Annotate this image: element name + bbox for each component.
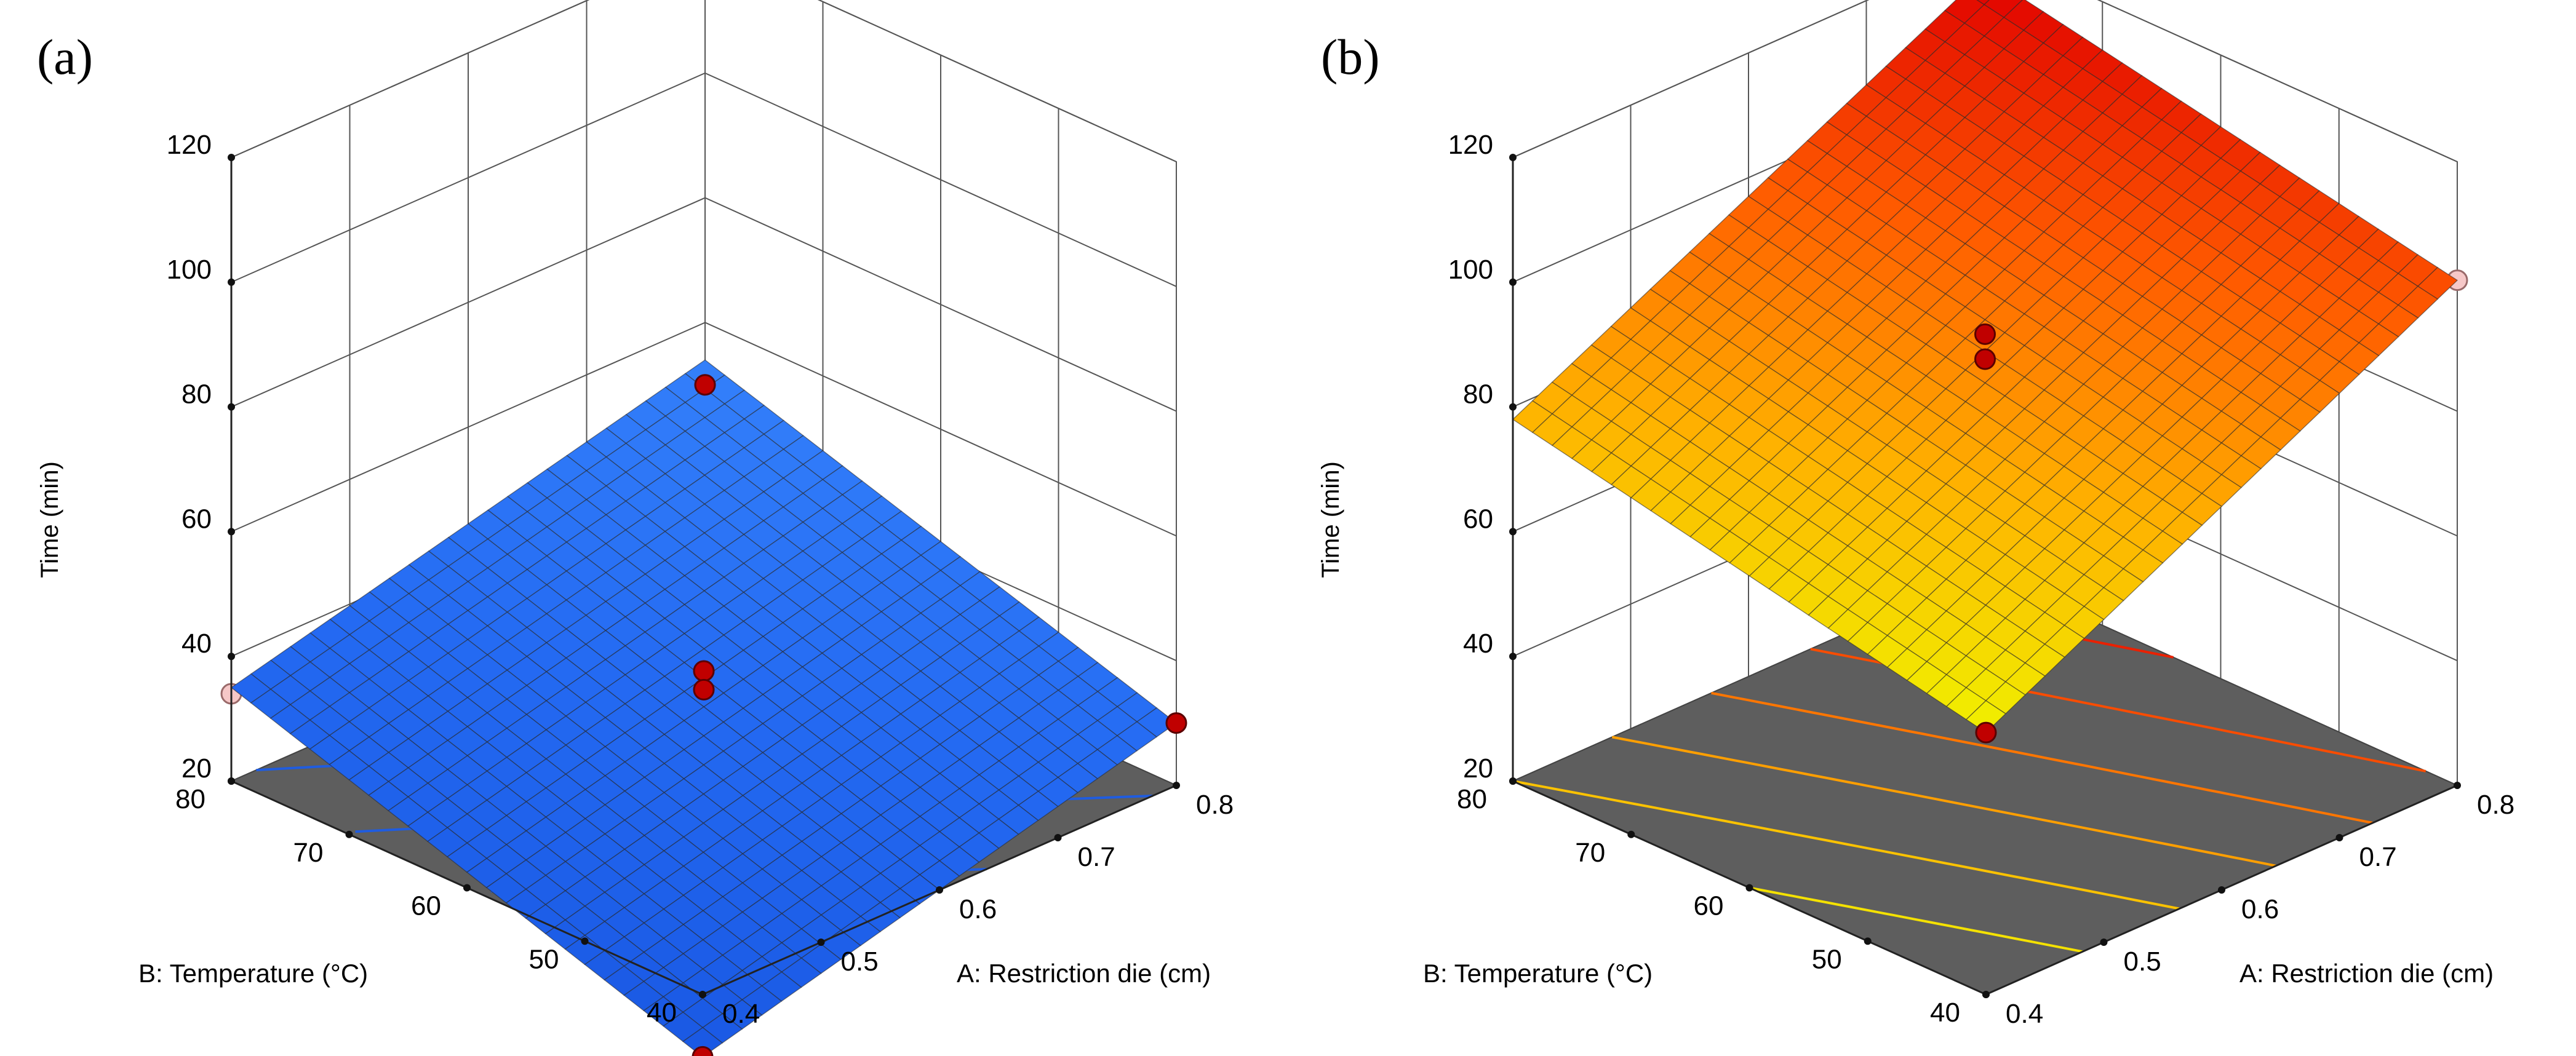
- design-point-above: [1974, 323, 1996, 345]
- z-tick-mark: [1509, 403, 1517, 411]
- y-tick-label: 80: [175, 784, 205, 814]
- z-tick-label: 40: [181, 629, 212, 659]
- x-axis-label: A: Restriction die (cm): [957, 959, 1211, 988]
- z-tick-mark: [1509, 528, 1517, 536]
- surface-cell: [682, 1026, 724, 1056]
- x-tick-label: 0.8: [2477, 790, 2514, 820]
- x-tick-mark: [1054, 834, 1062, 841]
- chart-panel-b: (b) 20 40 60 80 100 120 40 50 60 70 80 0.4 0.5 0.6 0.7…: [1317, 0, 2514, 1029]
- x-tick-mark: [936, 886, 943, 894]
- x-tick-mark: [2218, 886, 2225, 894]
- response-surface: [1512, 0, 2458, 733]
- surface-cell: [1965, 700, 2007, 733]
- floor-contour: [1711, 691, 2373, 824]
- wall-gridline-z: [231, 322, 1177, 537]
- surface-cell: [1976, 0, 1990, 6]
- z-tick-label: 80: [181, 379, 212, 410]
- design-point-above: [692, 1046, 714, 1056]
- x-tick-label: 0.6: [959, 894, 997, 924]
- y-tick-mark: [1509, 777, 1517, 785]
- z-axis-label: Time (min): [1317, 461, 1344, 578]
- y-tick-label: 50: [529, 944, 559, 974]
- design-point-above: [693, 678, 715, 701]
- x-axis-label: A: Restriction die (cm): [2239, 959, 2494, 988]
- z-tick-label: 80: [1463, 379, 1493, 410]
- x-tick-mark: [1982, 991, 1990, 998]
- y-tick-mark: [1864, 937, 1872, 945]
- x-tick-label: 0.7: [2359, 842, 2397, 872]
- design-point-above: [1975, 721, 1997, 744]
- x-tick-label: 0.4: [2006, 999, 2043, 1029]
- z-tick-label: 120: [167, 130, 212, 160]
- x-tick-mark: [817, 939, 825, 946]
- x-tick-label: 0.7: [1078, 842, 1115, 872]
- design-point-above: [694, 374, 716, 396]
- x-tick-mark: [699, 991, 706, 998]
- design-point-above: [693, 660, 715, 682]
- z-tick-mark: [228, 403, 235, 411]
- y-tick-mark: [581, 937, 589, 945]
- wall-gridline-z: [1512, 0, 2458, 162]
- y-tick-label: 50: [1812, 944, 1842, 974]
- z-tick-label: 60: [1463, 504, 1493, 534]
- z-tick-label: 100: [1448, 255, 1493, 285]
- points-above-surface: [692, 374, 1187, 1056]
- x-tick-mark: [2100, 939, 2108, 946]
- response-surface: [230, 359, 1178, 1056]
- design-point-above: [1165, 712, 1187, 734]
- panel-label: (b): [1321, 29, 1380, 85]
- z-tick-label: 100: [167, 255, 212, 285]
- chart-panel-a: (a) 20 40 60 80 100 120 40 50 60 70 80 0.4 0.5 0.6 0.7…: [36, 0, 1234, 1056]
- wall-gridline-z: [231, 72, 1177, 287]
- panel-label: (a): [37, 29, 93, 85]
- z-tick-mark: [228, 278, 235, 286]
- y-tick-label: 70: [293, 838, 324, 868]
- x-tick-label: 0.8: [1196, 790, 1234, 820]
- z-tick-mark: [228, 528, 235, 536]
- axes-and-ticks: 20 40 60 80 100 120 40 50 60 70 80 0.4 0.5 0.6 0.7 0.8: [1448, 130, 2515, 1029]
- z-axis-label: Time (min): [36, 461, 63, 578]
- y-tick-mark: [463, 884, 471, 892]
- y-tick-label: 60: [411, 891, 441, 921]
- z-tick-label: 20: [1463, 753, 1493, 784]
- y-tick-mark: [1745, 884, 1753, 892]
- wall-gridline-z: [231, 197, 1177, 412]
- x-tick-label: 0.4: [722, 999, 760, 1029]
- z-tick-label: 60: [181, 504, 212, 534]
- z-tick-mark: [228, 154, 235, 161]
- wall-gridline-z: [231, 0, 1177, 162]
- floor-contour: [1512, 780, 2180, 910]
- floor-contour: [1611, 736, 2276, 867]
- z-tick-label: 40: [1463, 629, 1493, 659]
- y-tick-mark: [345, 830, 353, 838]
- x-tick-mark: [1173, 782, 1180, 789]
- axes-and-ticks: 20 40 60 80 100 120 40 50 60 70 80 0.4 0.5 0.6 0.7 0.8: [167, 130, 1234, 1029]
- y-axis-label: B: Temperature (°C): [138, 959, 368, 988]
- design-point-above: [1974, 348, 1996, 370]
- y-axis-label: B: Temperature (°C): [1423, 959, 1653, 988]
- y-tick-label: 40: [647, 998, 677, 1028]
- z-tick-label: 20: [181, 753, 212, 784]
- x-tick-mark: [2335, 834, 2343, 841]
- x-tick-label: 0.5: [2124, 947, 2161, 977]
- z-tick-mark: [1509, 653, 1517, 661]
- y-tick-label: 40: [1930, 998, 1960, 1028]
- z-tick-mark: [228, 653, 235, 661]
- y-tick-mark: [228, 777, 235, 785]
- z-tick-mark: [1509, 154, 1517, 161]
- floor-contour: [1749, 886, 2083, 953]
- z-tick-label: 120: [1448, 130, 1493, 160]
- y-tick-label: 80: [1457, 784, 1487, 814]
- z-tick-mark: [1509, 278, 1517, 286]
- x-tick-label: 0.6: [2241, 894, 2279, 924]
- x-tick-mark: [2454, 782, 2461, 789]
- y-tick-label: 70: [1575, 838, 1605, 868]
- points-above-surface: [1974, 323, 1997, 744]
- y-tick-mark: [1627, 830, 1635, 838]
- y-tick-label: 60: [1694, 891, 1724, 921]
- x-tick-label: 0.5: [841, 947, 879, 977]
